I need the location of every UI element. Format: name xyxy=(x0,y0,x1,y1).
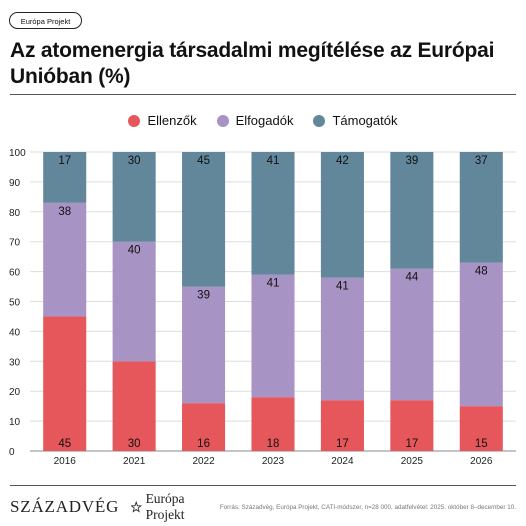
data-label: 45 xyxy=(58,438,71,450)
bar-segment xyxy=(320,400,364,451)
brand-logo: SZÁZADVÉG xyxy=(10,497,120,516)
y-tick-label: 0 xyxy=(9,447,15,458)
bar-segment xyxy=(43,152,87,203)
bar-segment xyxy=(251,274,295,398)
data-label: 17 xyxy=(405,438,418,450)
bar-segment xyxy=(182,152,226,287)
source-note: Forrás: Századvég, Európa Projekt, CATI-… xyxy=(219,503,516,511)
bar-segment xyxy=(459,406,503,451)
y-tick-label: 60 xyxy=(9,268,21,279)
title-divider xyxy=(10,94,516,95)
footer: SZÁZADVÉG Európa Projekt Forrás: Századv… xyxy=(10,491,516,522)
y-tick-label: 90 xyxy=(9,178,21,189)
data-label: 45 xyxy=(197,155,210,167)
bar-segment xyxy=(251,152,295,275)
europa-projekt-name: Európa Projekt xyxy=(145,491,185,522)
bar-segment xyxy=(390,152,434,269)
legend-item-ellenzok: Ellenzők xyxy=(128,113,197,128)
data-label: 39 xyxy=(197,290,210,302)
data-label: 44 xyxy=(405,272,418,284)
bar-segment xyxy=(112,241,156,362)
x-tick-label: 2016 xyxy=(54,456,77,467)
legend-label-tamogatok: Támogatók xyxy=(332,113,398,128)
y-tick-label: 70 xyxy=(9,238,21,249)
data-label: 30 xyxy=(128,438,141,450)
y-tick-label: 80 xyxy=(9,208,21,219)
bar-segment xyxy=(182,286,226,404)
bar-segment xyxy=(320,277,364,401)
bar-segment xyxy=(459,152,503,263)
data-label: 16 xyxy=(197,438,210,450)
bar-segment xyxy=(251,397,295,451)
y-tick-label: 100 xyxy=(9,148,26,159)
x-tick-label: 2025 xyxy=(401,456,424,467)
star-icon xyxy=(131,500,142,513)
bar-segment xyxy=(390,268,434,401)
x-tick-label: 2026 xyxy=(470,456,493,467)
data-label: 40 xyxy=(128,245,141,257)
footer-divider xyxy=(10,485,516,486)
data-label: 17 xyxy=(336,438,349,450)
bar-segment xyxy=(112,152,156,242)
bar-segment xyxy=(112,361,156,451)
y-tick-label: 40 xyxy=(9,327,21,338)
legend-label-ellenzok: Ellenzők xyxy=(147,113,197,128)
data-label: 30 xyxy=(128,155,141,167)
y-tick-label: 30 xyxy=(9,357,21,368)
y-tick-label: 10 xyxy=(9,417,21,428)
x-tick-label: 2024 xyxy=(331,456,354,467)
chart-legend: Ellenzők Elfogadók Támogatók xyxy=(0,113,526,128)
data-label: 17 xyxy=(58,155,71,167)
data-label: 18 xyxy=(267,438,280,450)
legend-swatch-ellenzok xyxy=(128,114,141,127)
x-tick-label: 2023 xyxy=(262,456,285,467)
chart-title: Az atomenergia társadalmi megítélése az … xyxy=(10,39,495,88)
bar-segment xyxy=(43,202,87,317)
data-label: 39 xyxy=(405,155,418,167)
project-badge: Európa Projekt xyxy=(9,12,82,29)
legend-swatch-elfogadok xyxy=(216,114,229,127)
bar-segment xyxy=(459,262,503,407)
data-label: 41 xyxy=(267,278,280,290)
bar-segment xyxy=(390,400,434,451)
legend-item-tamogatok: Támogatók xyxy=(313,113,398,128)
legend-item-elfogadok: Elfogadók xyxy=(216,113,294,128)
x-tick-label: 2021 xyxy=(123,456,146,467)
bar-segment xyxy=(320,152,364,278)
data-label: 41 xyxy=(267,155,280,167)
bar-segment xyxy=(43,316,87,451)
x-tick-label: 2022 xyxy=(192,456,215,467)
legend-label-elfogadok: Elfogadók xyxy=(235,113,294,128)
y-tick-label: 20 xyxy=(9,387,21,398)
data-label: 37 xyxy=(475,155,488,167)
data-label: 38 xyxy=(58,206,71,218)
data-label: 15 xyxy=(475,438,488,450)
europa-projekt-logo: Európa Projekt xyxy=(131,491,206,523)
data-label: 41 xyxy=(336,281,349,293)
bar-segment xyxy=(182,403,226,451)
data-label: 48 xyxy=(475,266,488,278)
data-label: 42 xyxy=(336,155,349,167)
y-tick-label: 50 xyxy=(9,298,21,309)
legend-swatch-tamogatok xyxy=(313,114,326,127)
